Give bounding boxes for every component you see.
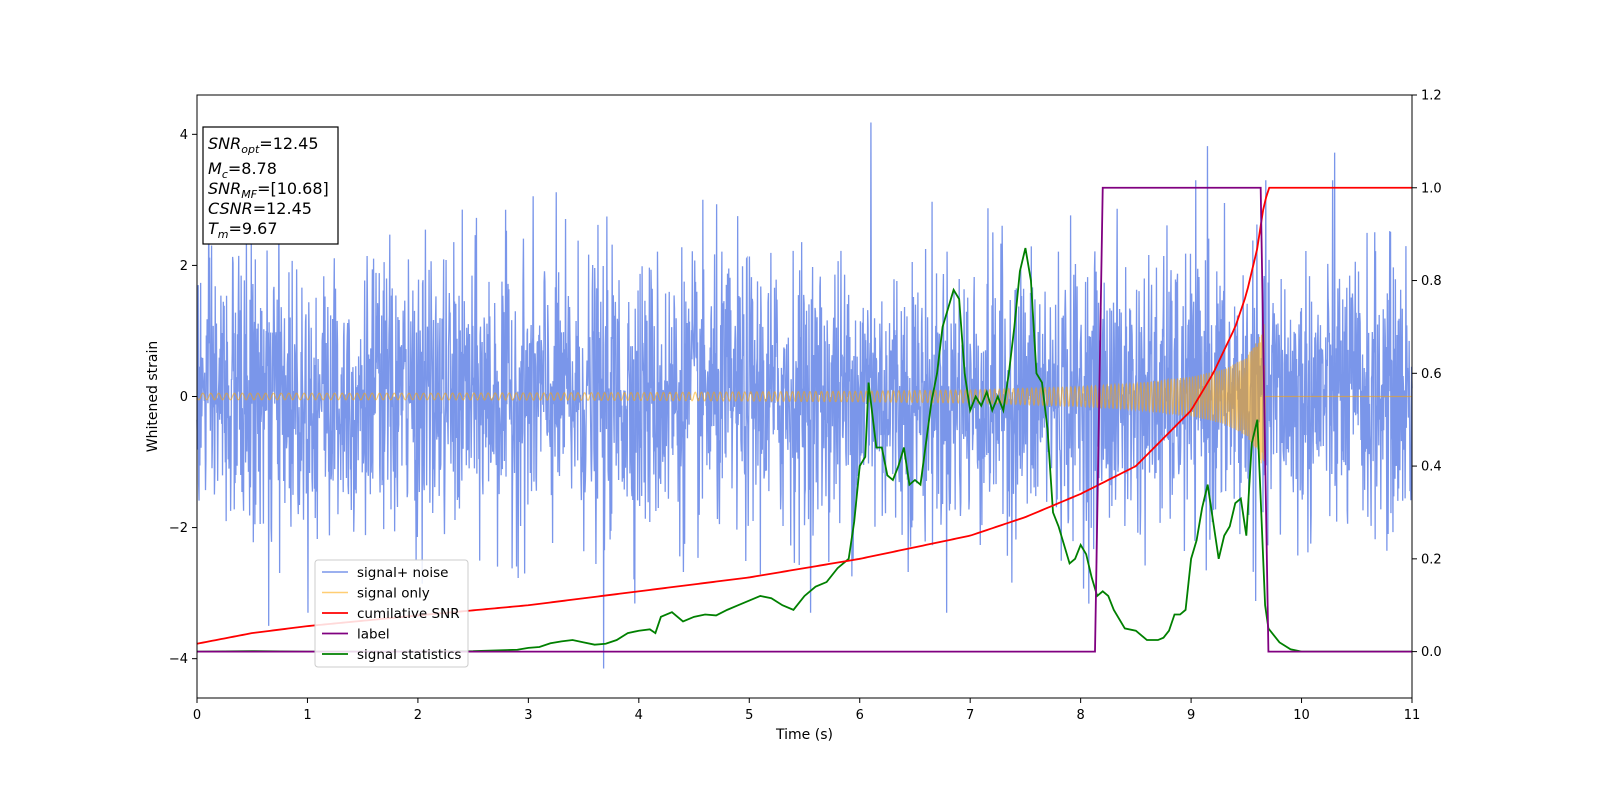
- info-line-symbol: CSNR: [208, 199, 253, 218]
- info-line-subscript: opt: [241, 143, 260, 156]
- x-tick-label: 1: [303, 708, 311, 723]
- info-line-value: =8.78: [228, 159, 277, 178]
- legend-label: cumilative SNR: [357, 606, 460, 622]
- info-box: SNRopt=12.45Mc=8.78SNRMF=[10.68]CSNR=12.…: [202, 126, 339, 245]
- info-line-symbol: SNR: [208, 179, 241, 198]
- info-line-value: =12.45: [259, 134, 318, 153]
- info-line: CSNR=12.45: [208, 199, 312, 218]
- series-label: [197, 186, 1412, 653]
- info-line-subscript: m: [218, 228, 229, 241]
- y-left-tick-label: −2: [169, 521, 188, 536]
- y-left-tick-label: 0: [180, 390, 188, 405]
- x-tick-label: 0: [193, 708, 201, 723]
- signal-only-layer: [196, 324, 1412, 464]
- y-left-tick-label: −4: [169, 652, 188, 667]
- info-line: Mc=8.78: [208, 159, 277, 181]
- info-box-frame: [202, 126, 339, 245]
- y-right-tick-label: 0.4: [1421, 460, 1442, 475]
- info-line-subscript: c: [222, 168, 228, 181]
- signal-noise-layer: [196, 122, 1413, 669]
- y-left-tick-label: 2: [180, 259, 188, 274]
- y-right-tick-label: 0.2: [1421, 552, 1442, 567]
- legend-label: signal only: [357, 586, 430, 602]
- legend-label: signal statistics: [357, 647, 461, 663]
- y-right-tick-label: 1.2: [1421, 89, 1442, 104]
- legend-frame: [314, 559, 469, 668]
- x-tick-label: 5: [745, 708, 753, 723]
- info-line-value: =[10.68]: [257, 179, 329, 198]
- x-tick-label: 2: [414, 708, 422, 723]
- info-line: SNRMF=[10.68]: [208, 179, 329, 201]
- x-tick-label: 7: [966, 708, 974, 723]
- y-right-tick-label: 0.8: [1421, 274, 1442, 289]
- x-tick-label: 8: [1076, 708, 1084, 723]
- x-tick-label: 10: [1293, 708, 1310, 723]
- legend-label: signal+ noise: [357, 565, 448, 581]
- series-signal-noise: [196, 122, 1413, 669]
- x-tick-label: 6: [856, 708, 864, 723]
- x-tick-label: 9: [1187, 708, 1195, 723]
- legend: signal+ noise signal only cumilative SNR la…: [314, 559, 469, 668]
- info-line-value: =12.45: [253, 199, 312, 218]
- x-tick-label: 11: [1404, 708, 1421, 723]
- x-tick-label: 4: [635, 708, 643, 723]
- x-axis-label: Time (s): [775, 727, 833, 743]
- legend-label: label: [357, 627, 390, 643]
- info-line: Tm=9.67: [208, 219, 278, 241]
- series-signal-only: [196, 324, 1412, 464]
- info-line-symbol: M: [208, 159, 222, 178]
- y-left-tick-label: 4: [180, 128, 188, 143]
- y-right-tick-label: 0.6: [1421, 367, 1442, 382]
- info-line-value: =9.67: [229, 219, 278, 238]
- y-right-tick-label: 0.0: [1421, 645, 1442, 660]
- y-right-tick-label: 1.0: [1421, 181, 1442, 196]
- series-signal-statistics: [196, 247, 1412, 653]
- y-axis-label-left: Whitened strain: [145, 341, 161, 452]
- axes-layer: 0 1 2 3 4 5 6 7 8 9 10 11 4 2 0 −2 −4 1.2 1.0 0.8 0.6 0.4 0.2 0…: [169, 89, 1442, 724]
- info-line-symbol: SNR: [208, 134, 241, 153]
- info-line-subscript: MF: [241, 188, 257, 201]
- info-line-symbol: T: [208, 219, 219, 238]
- x-tick-label: 3: [524, 708, 532, 723]
- info-line: SNRopt=12.45: [208, 134, 319, 156]
